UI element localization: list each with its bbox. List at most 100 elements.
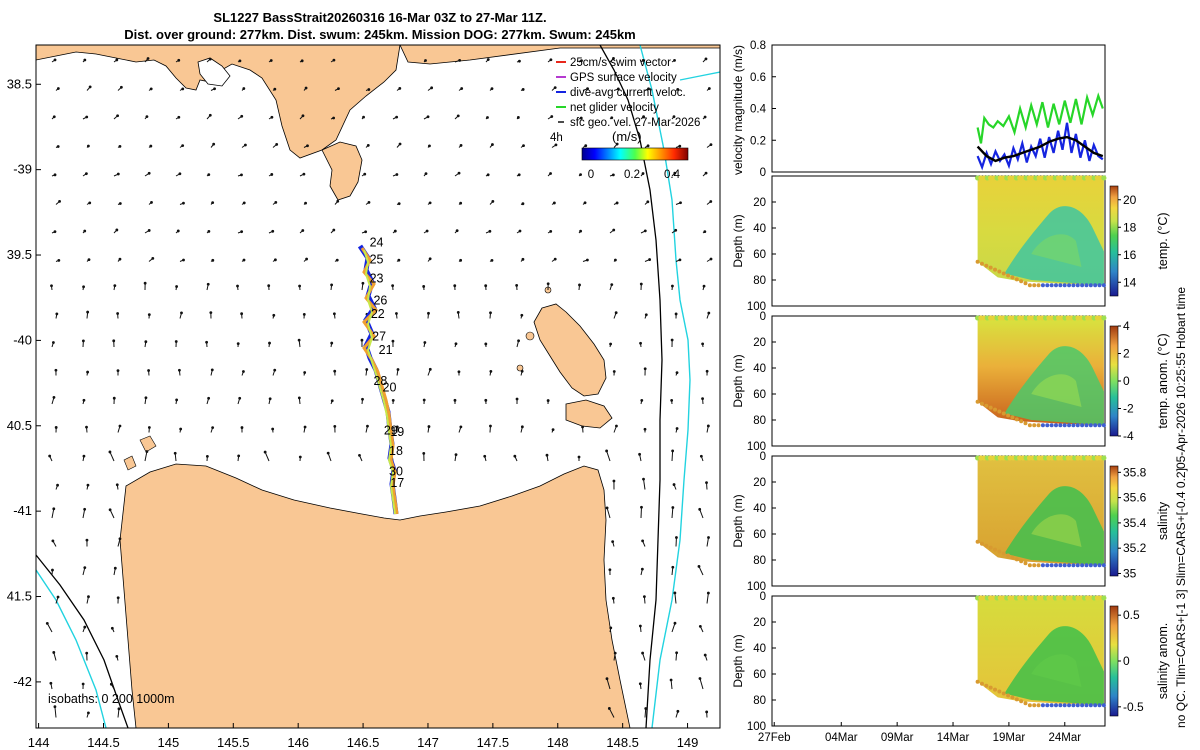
legend-4h-label: 4h	[550, 132, 563, 144]
velocity-vector-head	[647, 87, 650, 91]
velocity-vector-head	[638, 624, 642, 628]
velocity-vector-head	[676, 87, 680, 91]
velocity-vector-head	[515, 397, 519, 401]
velocity-vector-head	[358, 453, 361, 457]
velocity-vector-head	[581, 425, 584, 429]
section-surface-sample	[1101, 455, 1107, 461]
velocity-vector-head	[648, 258, 652, 261]
velocity-vector	[644, 708, 647, 718]
velocity-vector-head	[610, 283, 614, 286]
colorbar-tick-label: -4	[1123, 429, 1134, 443]
section-bottom-sample	[1006, 693, 1011, 698]
glider-track	[357, 244, 399, 515]
velocity-vector-head	[151, 256, 155, 260]
section-y-tick-label: 20	[753, 477, 766, 489]
velocity-vector-head	[456, 114, 460, 118]
section-bottom-sample	[1088, 703, 1093, 708]
velocity-vector-head	[83, 58, 87, 62]
section-bottom-sample	[988, 265, 993, 270]
map-y-tick-label: -39	[13, 162, 32, 177]
velocity-vector-head	[459, 201, 463, 205]
land-port-phillip-inner	[197, 57, 231, 87]
section-surface-sample	[1101, 175, 1107, 181]
velocity-vector-head	[586, 87, 589, 91]
velocity-vector-head	[304, 201, 307, 205]
land-islet	[123, 455, 137, 471]
velocity-vector-head	[549, 58, 553, 62]
velocity-vector	[606, 678, 611, 690]
map-x-tick-label: 148	[547, 735, 569, 750]
speed-colorbar	[581, 147, 689, 161]
velocity-vector-head	[52, 507, 56, 511]
section-bottom-sample	[1053, 283, 1058, 288]
section-bottom-sample	[979, 261, 984, 266]
velocity-vector-head	[270, 115, 274, 119]
velocity-y-tick-label: 0.2	[750, 135, 766, 147]
track-day-label: 20	[383, 381, 397, 395]
velocity-vector-head	[145, 450, 149, 453]
velocity-vector-head	[515, 283, 519, 287]
velocity-vector-head	[336, 199, 340, 203]
velocity-vector-head	[704, 171, 708, 175]
velocity-vector-head	[110, 626, 114, 630]
velocity-vector-head	[301, 114, 305, 118]
velocity-vector-head	[612, 370, 616, 373]
section-y-tick-label: 40	[753, 503, 766, 515]
velocity-vector-head	[672, 483, 676, 486]
section-bottom-sample	[1045, 703, 1050, 708]
velocity-vector-head	[422, 285, 426, 288]
section-bottom-sample	[1049, 703, 1054, 708]
velocity-vector-head	[297, 338, 301, 342]
colorbar-tick-0: 0	[588, 169, 594, 181]
velocity-vector-head	[709, 143, 713, 147]
colorbar-tick-label: 20	[1123, 193, 1137, 207]
velocity-vector-head	[240, 312, 244, 316]
section-bottom-sample	[1084, 283, 1089, 288]
velocity-vector-head	[236, 342, 240, 346]
velocity-vector-head	[488, 229, 492, 233]
velocity-vector-head	[671, 506, 675, 509]
section-bottom-sample	[1062, 423, 1067, 428]
velocity-vector-head	[118, 424, 122, 428]
section-bottom-sample	[1067, 423, 1072, 428]
track-day-label: 19	[390, 425, 404, 439]
section-y-tick-label: 80	[753, 275, 766, 287]
section-bottom-sample	[1001, 691, 1006, 696]
velocity-vector-head	[640, 398, 644, 402]
section-bottom-sample	[1097, 423, 1102, 428]
section-ylabel: Depth (m)	[731, 214, 745, 267]
section-bottom-sample	[1053, 423, 1058, 428]
section-bottom-sample	[1075, 563, 1080, 568]
velocity-vector-head	[518, 229, 522, 233]
date-tick-label: 14Mar	[937, 732, 970, 744]
velocity-vector-head	[455, 229, 459, 233]
velocity-vector-head	[205, 454, 209, 458]
velocity-vector-head	[701, 342, 705, 346]
section-bottom-sample	[1014, 697, 1019, 702]
section-bottom-sample	[1023, 561, 1028, 566]
velocity-vector-head	[273, 87, 277, 91]
velocity-vector-head	[58, 199, 61, 203]
velocity-vector-head	[208, 113, 212, 117]
velocity-vector-head	[242, 201, 246, 205]
velocity-vector-head	[675, 536, 678, 539]
velocity-vector-head	[670, 338, 674, 342]
section-bottom-sample	[1036, 423, 1041, 428]
velocity-vector-head	[53, 58, 57, 62]
velocity-vector-head	[51, 539, 55, 543]
velocity-vector-head	[365, 368, 369, 371]
surface-velocity-vectors	[45, 57, 713, 718]
velocity-vector-head	[671, 449, 675, 453]
section-bottom-sample	[1097, 283, 1102, 288]
velocity-vector-head	[175, 285, 178, 288]
velocity-vector-head	[641, 539, 645, 543]
velocity-vector-head	[115, 228, 119, 232]
velocity-vector-head	[398, 87, 402, 90]
velocity-vector-head	[486, 173, 490, 177]
track-day-label: 30	[389, 464, 403, 478]
section-colorbar	[1109, 605, 1119, 717]
velocity-vector-head	[607, 707, 611, 710]
velocity-vector-head	[551, 428, 555, 432]
section-panel-1: 20 40 60 80 100 Depth (m) 20 18 16 14 temp. (°C)	[731, 175, 1170, 313]
section-bottom-sample	[1001, 411, 1006, 416]
